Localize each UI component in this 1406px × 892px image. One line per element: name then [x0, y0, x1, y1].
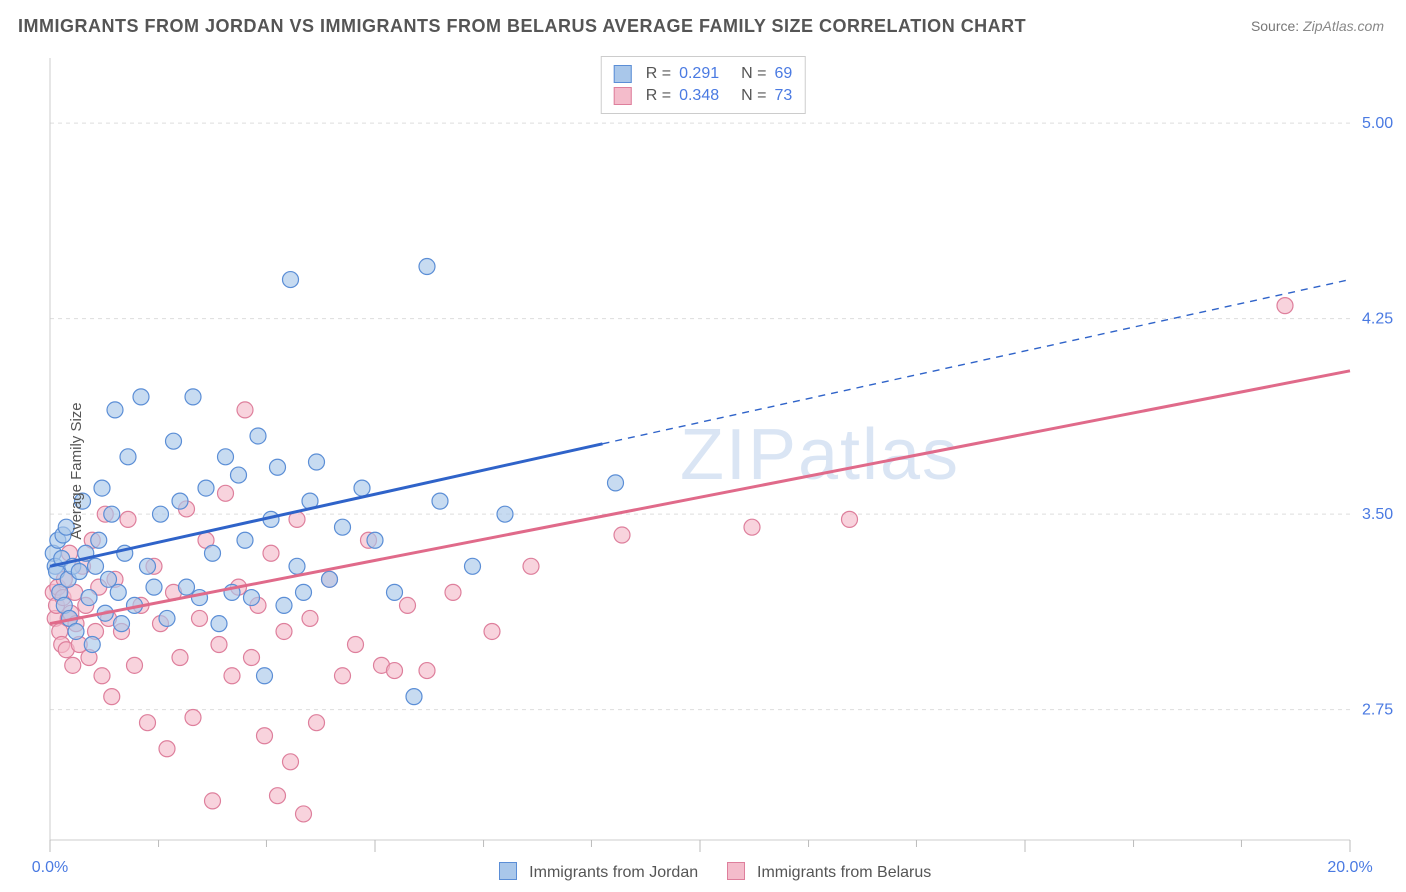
source-attribution: Source: ZipAtlas.com: [1251, 18, 1384, 34]
chart-title: IMMIGRANTS FROM JORDAN VS IMMIGRANTS FRO…: [18, 16, 1026, 37]
r-label: R =: [646, 87, 671, 105]
legend-swatch-belarus: [614, 87, 632, 105]
legend-swatch-belarus: [727, 862, 745, 880]
svg-text:2.75: 2.75: [1362, 702, 1393, 719]
legend-swatch-jordan: [499, 862, 517, 880]
legend-stats-row-belarus: R = 0.348 N = 73: [614, 85, 793, 107]
legend-label-belarus: Immigrants from Belarus: [757, 864, 931, 881]
scatter-chart: 2.753.504.255.000.0%20.0%ZIPatlas: [0, 50, 1406, 892]
svg-text:4.25: 4.25: [1362, 311, 1393, 328]
legend-label-jordan: Immigrants from Jordan: [529, 864, 698, 881]
r-value-jordan: 0.291: [679, 65, 719, 83]
source-label: Source:: [1251, 18, 1299, 34]
chart-container: Average Family Size 2.753.504.255.000.0%…: [0, 50, 1406, 892]
legend-swatch-jordan: [614, 65, 632, 83]
n-value-jordan: 69: [774, 65, 792, 83]
legend-stats: R = 0.291 N = 69 R = 0.348 N = 73: [601, 56, 806, 114]
n-label: N =: [741, 87, 766, 105]
legend-stats-row-jordan: R = 0.291 N = 69: [614, 63, 793, 85]
r-value-belarus: 0.348: [679, 87, 719, 105]
n-value-belarus: 73: [774, 87, 792, 105]
n-label: N =: [741, 65, 766, 83]
svg-text:3.50: 3.50: [1362, 506, 1393, 523]
source-value: ZipAtlas.com: [1303, 18, 1384, 34]
svg-text:5.00: 5.00: [1362, 115, 1393, 132]
y-axis-label: Average Family Size: [68, 402, 85, 539]
r-label: R =: [646, 65, 671, 83]
legend-series: Immigrants from Jordan Immigrants from B…: [0, 862, 1406, 882]
